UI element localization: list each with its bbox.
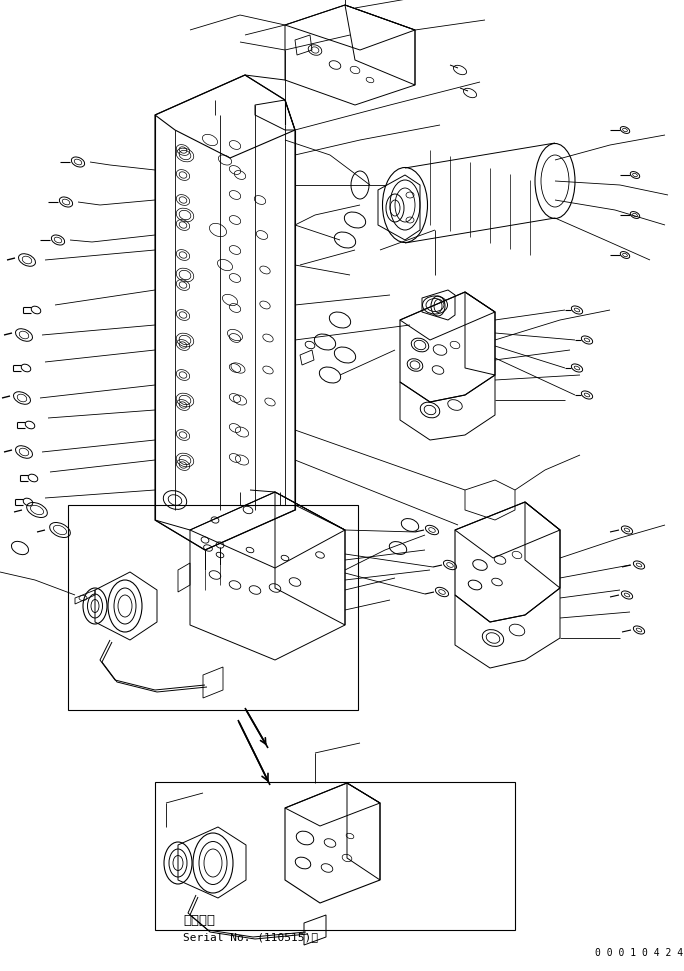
Text: Serial No. (110515)～: Serial No. (110515)～ (183, 932, 318, 942)
Bar (68, 505, 358, 710)
Text: 0 0 0 1 0 4 2 4: 0 0 0 1 0 4 2 4 (595, 948, 683, 958)
Text: 適用号機: 適用号機 (183, 914, 215, 927)
Bar (155, 782, 515, 930)
